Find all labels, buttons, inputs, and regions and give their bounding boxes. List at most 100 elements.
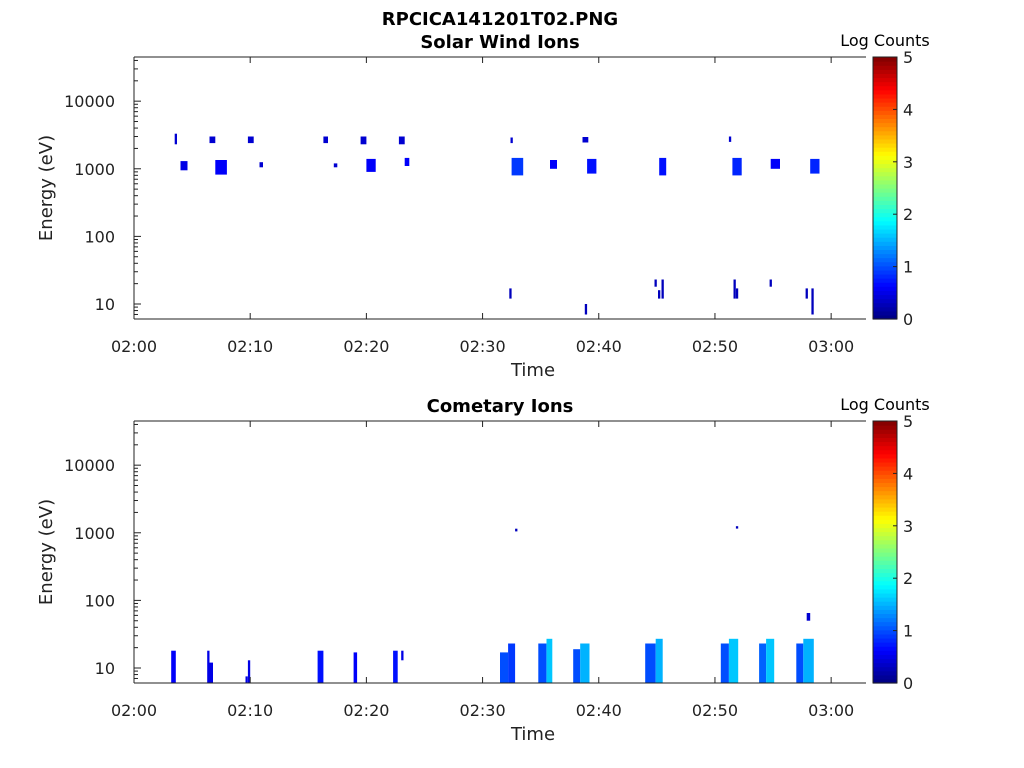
colorbar-segment <box>873 650 897 655</box>
heatmap-cell <box>659 157 667 176</box>
colorbar-segment <box>873 584 897 590</box>
colorbar-segment <box>873 621 897 627</box>
y-tick-label: 10000 <box>64 92 115 111</box>
colorbar-segment <box>873 629 897 635</box>
colorbar-segment <box>873 453 897 459</box>
heatmap-cell <box>759 643 767 683</box>
colorbar-segment <box>873 77 897 83</box>
colorbar-tick-label: 2 <box>903 205 913 224</box>
colorbar-tick-label: 5 <box>903 412 913 431</box>
colorbar-tick-label: 3 <box>903 153 913 172</box>
colorbar-segment <box>873 515 897 520</box>
heatmap-cell <box>811 288 814 315</box>
x-axis-label: Time <box>510 360 555 381</box>
colorbar-segment <box>873 114 897 119</box>
colorbar-segment <box>873 617 897 623</box>
colorbar-segment <box>873 556 897 561</box>
heatmap-cell <box>550 160 557 169</box>
colorbar-segment <box>873 81 897 87</box>
heatmap-cell <box>515 528 518 532</box>
colorbar-segment <box>873 192 897 197</box>
colorbar-segment <box>873 122 897 128</box>
colorbar-segment <box>873 175 897 181</box>
colorbar-segment <box>873 466 897 471</box>
heatmap-cell <box>720 643 729 683</box>
heatmap-cell <box>509 288 512 299</box>
colorbar-segment <box>873 654 897 660</box>
heatmap-cell <box>658 290 661 299</box>
colorbar-segment <box>873 310 897 316</box>
heatmap-cell <box>245 676 248 683</box>
heatmap-cell <box>511 157 524 176</box>
colorbar-tick-label: 5 <box>903 48 913 67</box>
heatmap-cell <box>510 137 513 144</box>
heatmap-cell <box>353 652 358 683</box>
colorbar-segment <box>873 302 897 308</box>
x-tick-label: 02:00 <box>111 701 157 720</box>
heatmap-cell <box>171 650 176 683</box>
heatmap-cell <box>806 613 811 621</box>
colorbar-tick-label: 0 <box>903 674 913 693</box>
colorbar-segment <box>873 572 897 578</box>
x-tick-label: 02:40 <box>576 701 622 720</box>
colorbar-segment <box>873 142 897 148</box>
heatmap-cell <box>508 643 516 683</box>
heatmap-cell <box>209 662 213 683</box>
colorbar-segment <box>873 486 897 492</box>
colorbar-segment <box>873 179 897 185</box>
heatmap-cell <box>207 650 210 683</box>
colorbar-segment <box>873 245 897 250</box>
colorbar-segment <box>873 437 897 443</box>
colorbar-segment <box>873 457 897 463</box>
colorbar-segment <box>873 138 897 144</box>
heatmap-cell <box>323 136 328 144</box>
colorbar-segment <box>873 57 897 62</box>
colorbar-segment <box>873 159 897 165</box>
colorbar-segment <box>873 662 897 668</box>
colorbar-segment <box>873 249 897 255</box>
colorbar-segment <box>873 678 897 684</box>
colorbar-segment <box>873 535 897 541</box>
colorbar-segment <box>873 523 897 529</box>
x-tick-label: 02:40 <box>576 337 622 356</box>
colorbar-segment <box>873 155 897 160</box>
x-tick-label: 02:20 <box>343 337 389 356</box>
colorbar-segment <box>873 167 897 173</box>
colorbar-segment <box>873 118 897 124</box>
colorbar-segment <box>873 188 897 193</box>
colorbar-segment <box>873 69 897 74</box>
heatmap-cell <box>654 279 657 287</box>
y-axis-label: Energy (eV) <box>36 499 57 605</box>
colorbar-label: Log Counts <box>840 31 930 50</box>
heatmap-cell <box>582 137 589 143</box>
colorbar-segment <box>873 547 897 553</box>
colorbar-segment <box>873 298 897 304</box>
heatmap-cell <box>215 160 227 175</box>
y-tick-label: 10000 <box>64 456 115 475</box>
panel-title: Cometary Ions <box>427 396 574 417</box>
colorbar-segment <box>873 425 897 430</box>
colorbar-segment <box>873 212 897 218</box>
colorbar-segment <box>873 85 897 91</box>
colorbar-segment <box>873 216 897 222</box>
colorbar-segment <box>873 482 897 488</box>
colorbar-segment <box>873 290 897 296</box>
colorbar-segment <box>873 110 897 115</box>
x-axis-label: Time <box>510 724 555 745</box>
colorbar-segment <box>873 601 897 606</box>
colorbar-segment <box>873 429 897 434</box>
panel-solar-wind-ions: Solar Wind Ions 02:00 02:10 02:20 02:30 02:40… <box>36 31 930 381</box>
heatmap-cell <box>645 643 656 683</box>
heatmap-cell <box>209 136 216 144</box>
x-tick-label: 02:10 <box>227 337 273 356</box>
colorbar-segment <box>873 461 897 467</box>
colorbar-tick-label: 0 <box>903 310 913 329</box>
y-tick-label: 10 <box>95 295 115 314</box>
colorbar-segment <box>873 220 897 226</box>
x-tick-label: 02:30 <box>460 337 506 356</box>
colorbar-segment <box>873 93 897 99</box>
colorbar-segment <box>873 241 897 246</box>
heatmap-cell <box>728 638 739 683</box>
heatmap-cell <box>538 643 547 683</box>
